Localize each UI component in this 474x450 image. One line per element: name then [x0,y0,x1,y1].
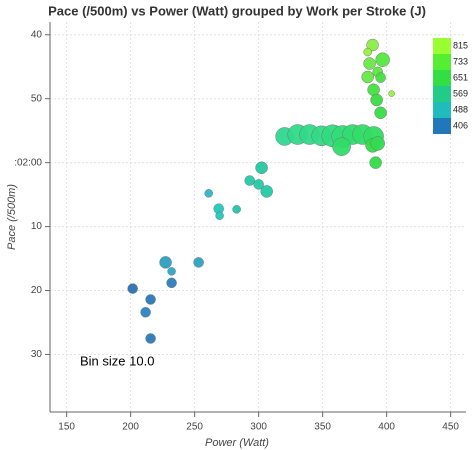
colorbar-band [433,118,451,134]
colorbar-band [433,86,451,102]
point [370,93,383,107]
point [145,294,156,305]
point [375,72,386,83]
x-tick-label: 450 [442,422,459,433]
point [363,47,372,57]
colorbar-label: 406 [453,120,468,130]
point [260,185,273,198]
point [204,189,213,198]
point [166,277,177,289]
x-tick-label: 350 [314,422,331,433]
point [366,38,379,52]
y-axis-label: Pace (/500m) [6,184,18,250]
colorbar-band [433,38,451,54]
colorbar-label: 651 [453,72,468,82]
point [244,175,255,186]
x-tick-label: 400 [378,422,395,433]
point [159,256,172,269]
colorbar-band [433,102,451,118]
y-tick-label: :02:00 [14,157,42,168]
point [375,52,390,67]
point [145,333,156,344]
point [255,161,268,175]
point [369,156,382,169]
colorbar-label: 815 [453,40,468,50]
point [193,257,204,268]
point [388,90,395,97]
point [370,136,385,151]
point [127,283,138,294]
point [167,267,176,276]
x-tick-label: 150 [58,422,75,433]
point [253,179,264,190]
x-tick-label: 250 [186,422,203,433]
annotation: Bin size 10.0 [80,353,154,368]
colorbar-label: 569 [453,88,468,98]
x-tick-label: 200 [122,422,139,433]
point [374,106,387,120]
y-tick-label: 50 [31,93,43,104]
point [332,137,351,156]
y-tick-label: 20 [31,285,43,296]
x-axis-label: Power (Watt) [205,437,269,449]
y-tick-label: 30 [31,349,43,360]
colorbar-band [433,54,451,70]
point [215,211,224,220]
colorbar-label: 488 [453,104,468,114]
chart-title: Pace (/500m) vs Power (Watt) grouped by … [48,3,426,18]
point [361,70,374,84]
point [232,205,241,214]
y-tick-label: 40 [31,29,43,40]
y-tick-label: 10 [31,221,43,232]
colorbar-band [433,70,451,86]
point [363,57,376,70]
point [140,307,151,318]
colorbar-label: 733 [453,56,468,66]
x-tick-label: 300 [250,422,267,433]
